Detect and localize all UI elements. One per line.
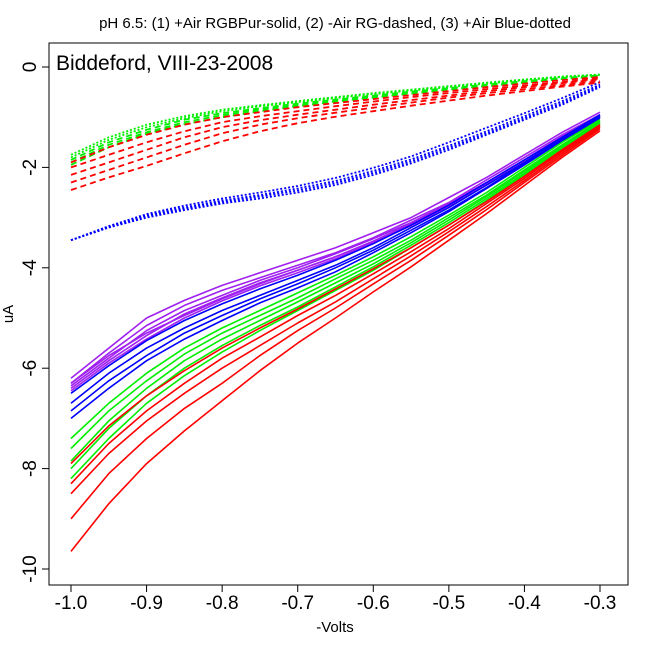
series-line-blue-solid-9: [70, 116, 601, 412]
series-line-purple-solid-6: [70, 115, 601, 384]
series-line-green-solid-15: [70, 123, 601, 480]
chart-title: pH 6.5: (1) +Air RGBPur-solid, (2) -Air …: [99, 15, 571, 32]
series-line-blue-solid-8: [70, 115, 601, 404]
y-tick-label: -4: [20, 259, 41, 276]
x-axis-label: -Volts: [316, 619, 354, 636]
series-line-red-solid-20: [70, 130, 601, 552]
series-line-purple-solid-2: [70, 113, 601, 384]
series-line-red-dashed-30: [70, 76, 601, 164]
series-line-red-dashed-32: [70, 78, 601, 176]
y-tick-label: -2: [20, 159, 41, 176]
series-line-blue-dotted-23: [70, 81, 601, 242]
y-tick-label: 0: [20, 62, 41, 73]
y-tick-label: -6: [20, 360, 41, 377]
series-line-red-dashed-31: [70, 77, 601, 169]
series-line-blue-dotted-24: [70, 85, 601, 242]
y-tick-label: -8: [20, 460, 41, 477]
series-line-blue-dotted-22: [70, 83, 601, 242]
x-tick-label: -0.3: [584, 593, 617, 614]
series-line-purple-solid-1: [70, 111, 601, 379]
series-line-blue-solid-10: [70, 117, 601, 420]
series-line-green-dotted-26: [70, 74, 601, 159]
y-axis: 0 -2 -4 -6 -8 -10: [20, 62, 50, 583]
x-tick-label: -0.5: [432, 593, 465, 614]
x-tick-label: -0.4: [508, 593, 541, 614]
series-line-blue-solid-7: [70, 114, 601, 394]
series-line-green-dotted-25: [70, 73, 601, 156]
y-tick-label: -10: [20, 555, 41, 582]
x-tick-label: -0.8: [206, 593, 239, 614]
y-axis-label: uA: [0, 305, 17, 323]
x-axis: -1.0 -0.9 -0.8 -0.7 -0.6 -0.5 -0.4 -0.3: [55, 584, 617, 614]
x-tick-label: -0.6: [357, 593, 390, 614]
x-tick-label: -0.9: [130, 593, 163, 614]
x-tick-label: -0.7: [281, 593, 314, 614]
series-line-red-dashed-33: [70, 80, 601, 184]
series-line-green-dashed-27: [70, 74, 601, 161]
series-line-green-solid-13: [70, 121, 601, 462]
series-line-red-solid-19: [70, 128, 601, 520]
series-line-red-solid-17: [70, 125, 601, 485]
series-line-green-solid-11: [70, 119, 601, 440]
series-line-blue-dotted-21: [70, 86, 601, 242]
series-line-red-dashed-34: [70, 81, 601, 191]
series-line-red-solid-16: [70, 124, 601, 465]
plot-frame: [48, 42, 629, 586]
series-line-red-solid-18: [70, 126, 601, 495]
series-line-green-solid-12: [70, 120, 601, 450]
chart-annotation: Biddeford, VIII-23-2008: [56, 52, 273, 75]
x-tick-label: -1.0: [55, 593, 88, 614]
plot-area: [70, 73, 601, 552]
